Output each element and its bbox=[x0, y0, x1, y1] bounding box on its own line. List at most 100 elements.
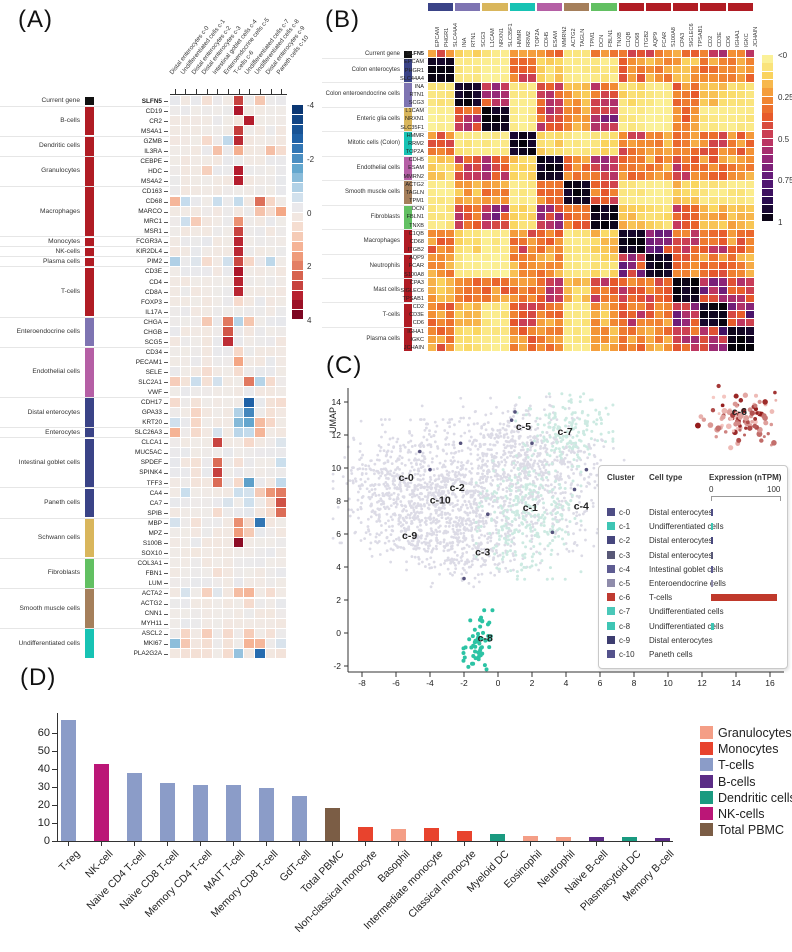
panel-d-label: (D) bbox=[20, 664, 57, 691]
heatmap-cell bbox=[709, 172, 718, 180]
heatmap-cell bbox=[191, 176, 201, 186]
scatter-point-main-blob bbox=[450, 484, 454, 488]
scatter-point-main-blob bbox=[477, 493, 481, 497]
heatmap-cell bbox=[609, 58, 618, 66]
scatter-point-main-blob bbox=[367, 495, 371, 499]
heatmap-cell bbox=[655, 107, 664, 115]
scatter-point-main-blob bbox=[482, 558, 486, 562]
heatmap-cell bbox=[745, 286, 754, 294]
heatmap-cell bbox=[446, 335, 455, 343]
scatter-point-mint-clusters bbox=[519, 563, 523, 567]
gene-label: IGKC bbox=[410, 336, 424, 343]
scatter-point-mint-clusters bbox=[569, 400, 573, 404]
heatmap-cell bbox=[191, 186, 201, 196]
scatter-point-main-blob bbox=[538, 486, 541, 490]
heatmap-cell bbox=[191, 648, 201, 658]
heatmap-cell bbox=[582, 302, 591, 311]
heatmap-cell bbox=[645, 131, 654, 139]
heatmap-cell bbox=[655, 180, 664, 188]
scatter-point-main-blob bbox=[521, 413, 525, 417]
heatmap-cell bbox=[745, 229, 754, 237]
colorbar-segment bbox=[762, 188, 773, 197]
heatmap-cell bbox=[265, 246, 276, 256]
heatmap-cell bbox=[180, 176, 191, 186]
scatter-point-main-blob bbox=[476, 447, 480, 451]
scatter-point-main-blob bbox=[450, 462, 453, 466]
scatter-point-main-blob bbox=[405, 568, 408, 572]
heatmap-cell bbox=[500, 172, 509, 180]
heatmap-cell bbox=[191, 487, 201, 497]
heatmap-cell bbox=[223, 266, 233, 276]
heatmap-cell bbox=[600, 245, 609, 253]
scatter-point-mint-clusters bbox=[560, 528, 564, 532]
gene-tick bbox=[164, 653, 168, 655]
scatter-point-main-blob bbox=[380, 531, 383, 535]
heatmap-cell bbox=[509, 335, 518, 343]
gene-label: SLC2A1 bbox=[138, 379, 162, 386]
scatter-point-mint-clusters bbox=[531, 498, 535, 502]
heatmap-cell bbox=[244, 166, 255, 176]
gene-tick bbox=[164, 271, 168, 273]
heatmap-cell bbox=[191, 156, 201, 166]
heatmap-cell bbox=[564, 172, 573, 180]
scatter-point-main-blob bbox=[406, 539, 410, 543]
scatter-point-mint-clusters bbox=[516, 499, 520, 503]
group-separator bbox=[0, 427, 169, 429]
heatmap-cell bbox=[609, 131, 618, 139]
gene-label: MS4A2 bbox=[141, 178, 162, 185]
column-gene-label: SIGLEC6 bbox=[689, 23, 696, 47]
heatmap-cell bbox=[491, 213, 500, 221]
scatter-point-mint-clusters bbox=[550, 548, 554, 552]
heatmap-cell bbox=[627, 262, 636, 270]
heatmap-cell bbox=[223, 206, 233, 216]
gene-label: SLFN5 bbox=[141, 97, 162, 105]
scatter-point-main-blob bbox=[509, 544, 513, 548]
heatmap-cell bbox=[201, 276, 212, 286]
scatter-point-main-blob bbox=[354, 479, 358, 483]
heatmap-cell bbox=[201, 367, 212, 377]
heatmap-cell bbox=[491, 327, 500, 335]
heatmap-cell bbox=[591, 262, 600, 270]
axis-text: 12 bbox=[697, 678, 707, 688]
heatmap-cell bbox=[645, 115, 654, 123]
scatter-point-main-blob bbox=[423, 520, 427, 524]
heatmap-cell bbox=[223, 608, 233, 618]
heatmap-cell bbox=[600, 335, 609, 343]
heatmap-cell bbox=[718, 66, 727, 74]
heatmap-cell bbox=[536, 115, 546, 123]
group-separator bbox=[0, 628, 169, 630]
category-label: T-cells bbox=[382, 311, 400, 318]
heatmap-cell bbox=[718, 164, 727, 172]
scatter-point-main-blob bbox=[433, 565, 437, 569]
scatter-point-main-blob bbox=[513, 407, 517, 411]
scatter-point-main-blob bbox=[392, 446, 395, 449]
heatmap-cell bbox=[255, 648, 265, 658]
heatmap-cell bbox=[600, 343, 609, 351]
heatmap-cell bbox=[482, 319, 491, 327]
heatmap-cell bbox=[201, 618, 212, 628]
heatmap-cell bbox=[446, 147, 455, 156]
scatter-point-main-blob bbox=[538, 417, 542, 421]
heatmap-cell bbox=[591, 221, 600, 229]
heatmap-cell bbox=[618, 131, 627, 139]
heatmap-cell bbox=[191, 638, 201, 648]
heatmap-cell bbox=[244, 256, 255, 266]
heatmap-cell bbox=[618, 66, 627, 74]
heatmap-cell bbox=[265, 477, 276, 487]
heatmap-cell bbox=[212, 568, 223, 578]
scatter-point-mint-clusters bbox=[564, 530, 568, 534]
heatmap-cell bbox=[233, 578, 244, 588]
heatmap-cell bbox=[673, 335, 682, 343]
heatmap-cell bbox=[437, 66, 446, 74]
heatmap-cell bbox=[718, 50, 727, 58]
scatter-point-main-blob bbox=[361, 453, 364, 457]
scatter-point-mint-clusters bbox=[536, 531, 540, 535]
heatmap-cell bbox=[255, 498, 265, 508]
category-color-chip bbox=[404, 205, 412, 229]
scatter-point-main-blob bbox=[402, 443, 406, 447]
heatmap-cell bbox=[664, 327, 673, 335]
heatmap-cell bbox=[700, 139, 709, 147]
scatter-point-main-blob bbox=[468, 470, 472, 473]
scatter-point-main-blob bbox=[572, 512, 575, 515]
heatmap-cell bbox=[664, 172, 673, 180]
